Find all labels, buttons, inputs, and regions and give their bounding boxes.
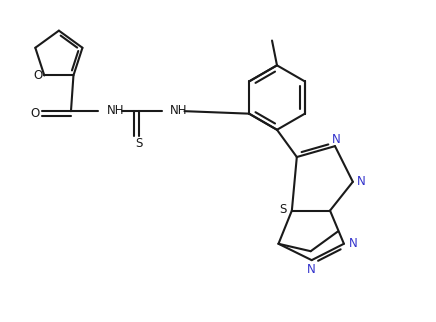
Text: O: O (31, 107, 40, 120)
Text: NH: NH (170, 104, 187, 117)
Text: S: S (279, 203, 286, 216)
Text: O: O (33, 69, 42, 82)
Text: N: N (332, 133, 341, 146)
Text: N: N (358, 175, 366, 188)
Text: S: S (135, 137, 143, 150)
Text: N: N (307, 262, 316, 276)
Text: N: N (348, 237, 357, 250)
Text: NH: NH (107, 104, 124, 117)
